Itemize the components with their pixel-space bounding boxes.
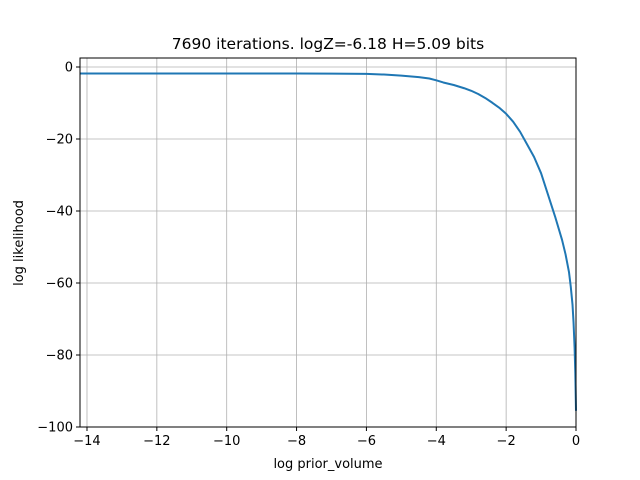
- y-axis-label: log likelihood: [12, 200, 27, 286]
- x-tick-label: −10: [213, 434, 240, 449]
- series-line: [80, 72, 577, 411]
- x-tick-label: −8: [287, 434, 306, 449]
- x-tick-label: −12: [143, 434, 170, 449]
- line-layer: [80, 72, 577, 411]
- x-tick-label: −2: [497, 434, 516, 449]
- tick-layer: −14 −12 −10 −8 −6 −4 −2 00−20−40−60−80−100: [37, 61, 580, 450]
- y-tick-label: −20: [46, 133, 73, 148]
- grid-layer: [80, 58, 577, 428]
- x-tick-label: −6: [357, 434, 376, 449]
- chart-title: 7690 iterations. logZ=-6.18 H=5.09 bits: [172, 35, 484, 53]
- y-tick-label: −40: [46, 205, 73, 220]
- x-tick-label: −14: [73, 434, 100, 449]
- y-tick-label: −80: [46, 349, 73, 364]
- x-tick-label: −4: [427, 434, 446, 449]
- y-tick-label: −60: [46, 277, 73, 292]
- y-tick-label: −100: [37, 421, 73, 436]
- x-tick-label: 0: [572, 434, 580, 449]
- plot-frame: [79, 57, 577, 428]
- y-tick-label: 0: [65, 61, 73, 76]
- x-axis-label: log prior_volume: [273, 457, 382, 472]
